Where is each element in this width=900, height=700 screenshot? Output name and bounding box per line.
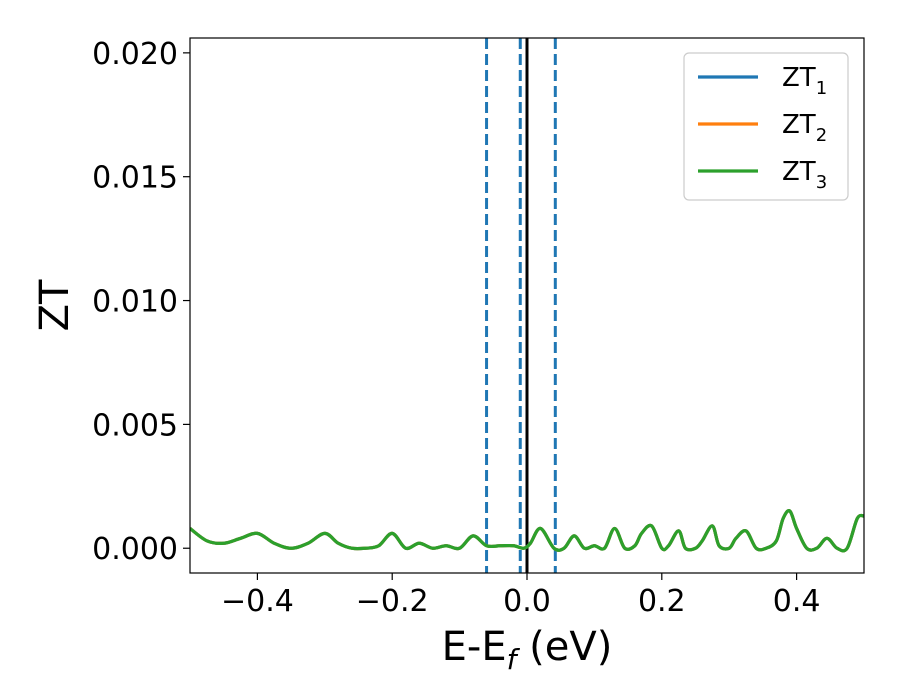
legend-label: ZT3 (782, 157, 827, 193)
x-tick-label: −0.2 (356, 584, 429, 619)
y-tick-label: 0.005 (92, 408, 178, 443)
y-axis-label: ZT (32, 279, 78, 331)
x-tick-label: 0.4 (773, 584, 821, 619)
x-tick-label: 0.2 (638, 584, 686, 619)
legend-label: ZT2 (782, 110, 827, 146)
series-lines (190, 509, 864, 553)
legend: ZT1 ZT2 ZT3 (683, 52, 849, 201)
x-axis-label: E-Ef (eV) (442, 624, 613, 676)
y-tick-label: 0.000 (92, 532, 178, 567)
y-tick-label: 0.015 (92, 161, 178, 196)
x-tick-label: 0.0 (503, 584, 551, 619)
y-axis-ticks: 0.000 0.005 0.010 0.015 0.020 (92, 37, 190, 567)
y-tick-label: 0.020 (92, 37, 178, 72)
x-axis-label-tail: (eV) (516, 624, 612, 670)
vertical-reference-lines (485, 38, 557, 573)
legend-label: ZT1 (782, 63, 827, 99)
legend-box (683, 52, 849, 201)
y-tick-label: 0.010 (92, 285, 178, 320)
x-axis-ticks: −0.4 −0.2 0.0 0.2 0.4 (221, 573, 820, 619)
series-line-zt3 (190, 509, 864, 553)
x-tick-label: −0.4 (221, 584, 294, 619)
x-axis-label-main: E-E (442, 624, 507, 670)
